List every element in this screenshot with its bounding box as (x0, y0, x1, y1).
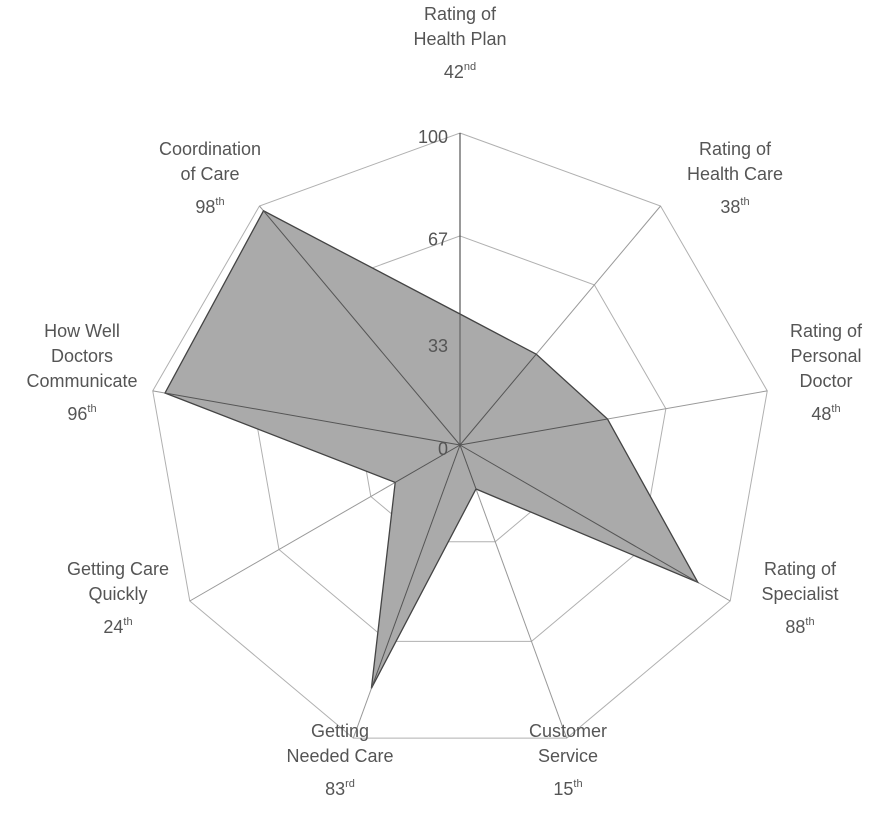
spoke-inner (459, 418, 608, 446)
category-label: Coordination of Care (159, 139, 261, 184)
label-line: Getting (311, 721, 369, 741)
value-suffix: th (831, 403, 840, 415)
r-tick-label: 33 (428, 336, 448, 356)
label-line: Doctor (799, 371, 852, 391)
value-number: 96 (67, 404, 87, 424)
label-line: Service (538, 746, 598, 766)
value-number: 48 (811, 404, 831, 424)
label-line: Health Plan (413, 29, 506, 49)
value-label: 98th (195, 196, 224, 217)
category-label: Getting Care Quickly (67, 559, 169, 604)
value-suffix: rd (345, 778, 355, 790)
value-label: 15th (553, 778, 582, 799)
value-suffix: th (87, 403, 96, 415)
label-line: Communicate (26, 371, 137, 391)
label-line: Specialist (761, 584, 838, 604)
r-tick-label: 67 (428, 230, 448, 250)
label-line: Needed Care (286, 746, 393, 766)
value-number: 24 (103, 617, 123, 637)
label-line: Personal (790, 346, 861, 366)
label-line: How Well (44, 321, 120, 341)
spoke-inner (459, 444, 699, 583)
label-line: Rating of (764, 559, 837, 579)
label-line: Rating of (699, 139, 772, 159)
r-tick-label: 0 (438, 439, 448, 459)
value-label: 24th (103, 616, 132, 637)
label-line: Doctors (51, 346, 113, 366)
value-label: 38th (720, 196, 749, 217)
r-tick-label: 100 (418, 127, 448, 147)
category-label: Customer Service (529, 721, 607, 766)
label-line: Quickly (88, 584, 147, 604)
value-number: 15 (553, 779, 573, 799)
label-line: Customer (529, 721, 607, 741)
value-number: 38 (720, 197, 740, 217)
value-label: 88th (785, 616, 814, 637)
value-label: 42nd (444, 61, 476, 82)
label-line: Coordination (159, 139, 261, 159)
data-area (164, 209, 700, 689)
spoke (459, 444, 568, 739)
grid-ring (152, 132, 768, 739)
value-number: 83 (325, 779, 345, 799)
value-suffix: th (805, 616, 814, 628)
value-label: 96th (67, 403, 96, 424)
category-label: How Well Doctors Communicate (26, 321, 137, 391)
spoke-inner (459, 353, 537, 446)
label-line: of Care (180, 164, 239, 184)
value-suffix: th (573, 778, 582, 790)
label-line: Rating of (424, 4, 497, 24)
value-suffix: nd (464, 61, 476, 73)
value-number: 42 (444, 62, 464, 82)
spoke-inner (370, 444, 461, 689)
value-number: 88 (785, 617, 805, 637)
value-label: 48th (811, 403, 840, 424)
value-suffix: th (215, 196, 224, 208)
category-label: Rating of Health Plan (413, 4, 506, 49)
value-suffix: th (123, 616, 132, 628)
spoke-inner (263, 210, 461, 446)
spoke-inner (394, 444, 461, 483)
category-label: Getting Needed Care (286, 721, 393, 766)
label-line: Rating of (790, 321, 863, 341)
value-number: 98 (195, 197, 215, 217)
category-label: Rating of Health Care (687, 139, 783, 184)
label-line: Getting Care (67, 559, 169, 579)
value-label: 83rd (325, 778, 355, 799)
category-label: Rating of Personal Doctor (790, 321, 863, 391)
value-suffix: th (740, 196, 749, 208)
label-line: Health Care (687, 164, 783, 184)
spoke-inner (459, 444, 477, 490)
spoke-inner (164, 392, 461, 446)
category-label: Rating of Specialist (761, 559, 838, 604)
